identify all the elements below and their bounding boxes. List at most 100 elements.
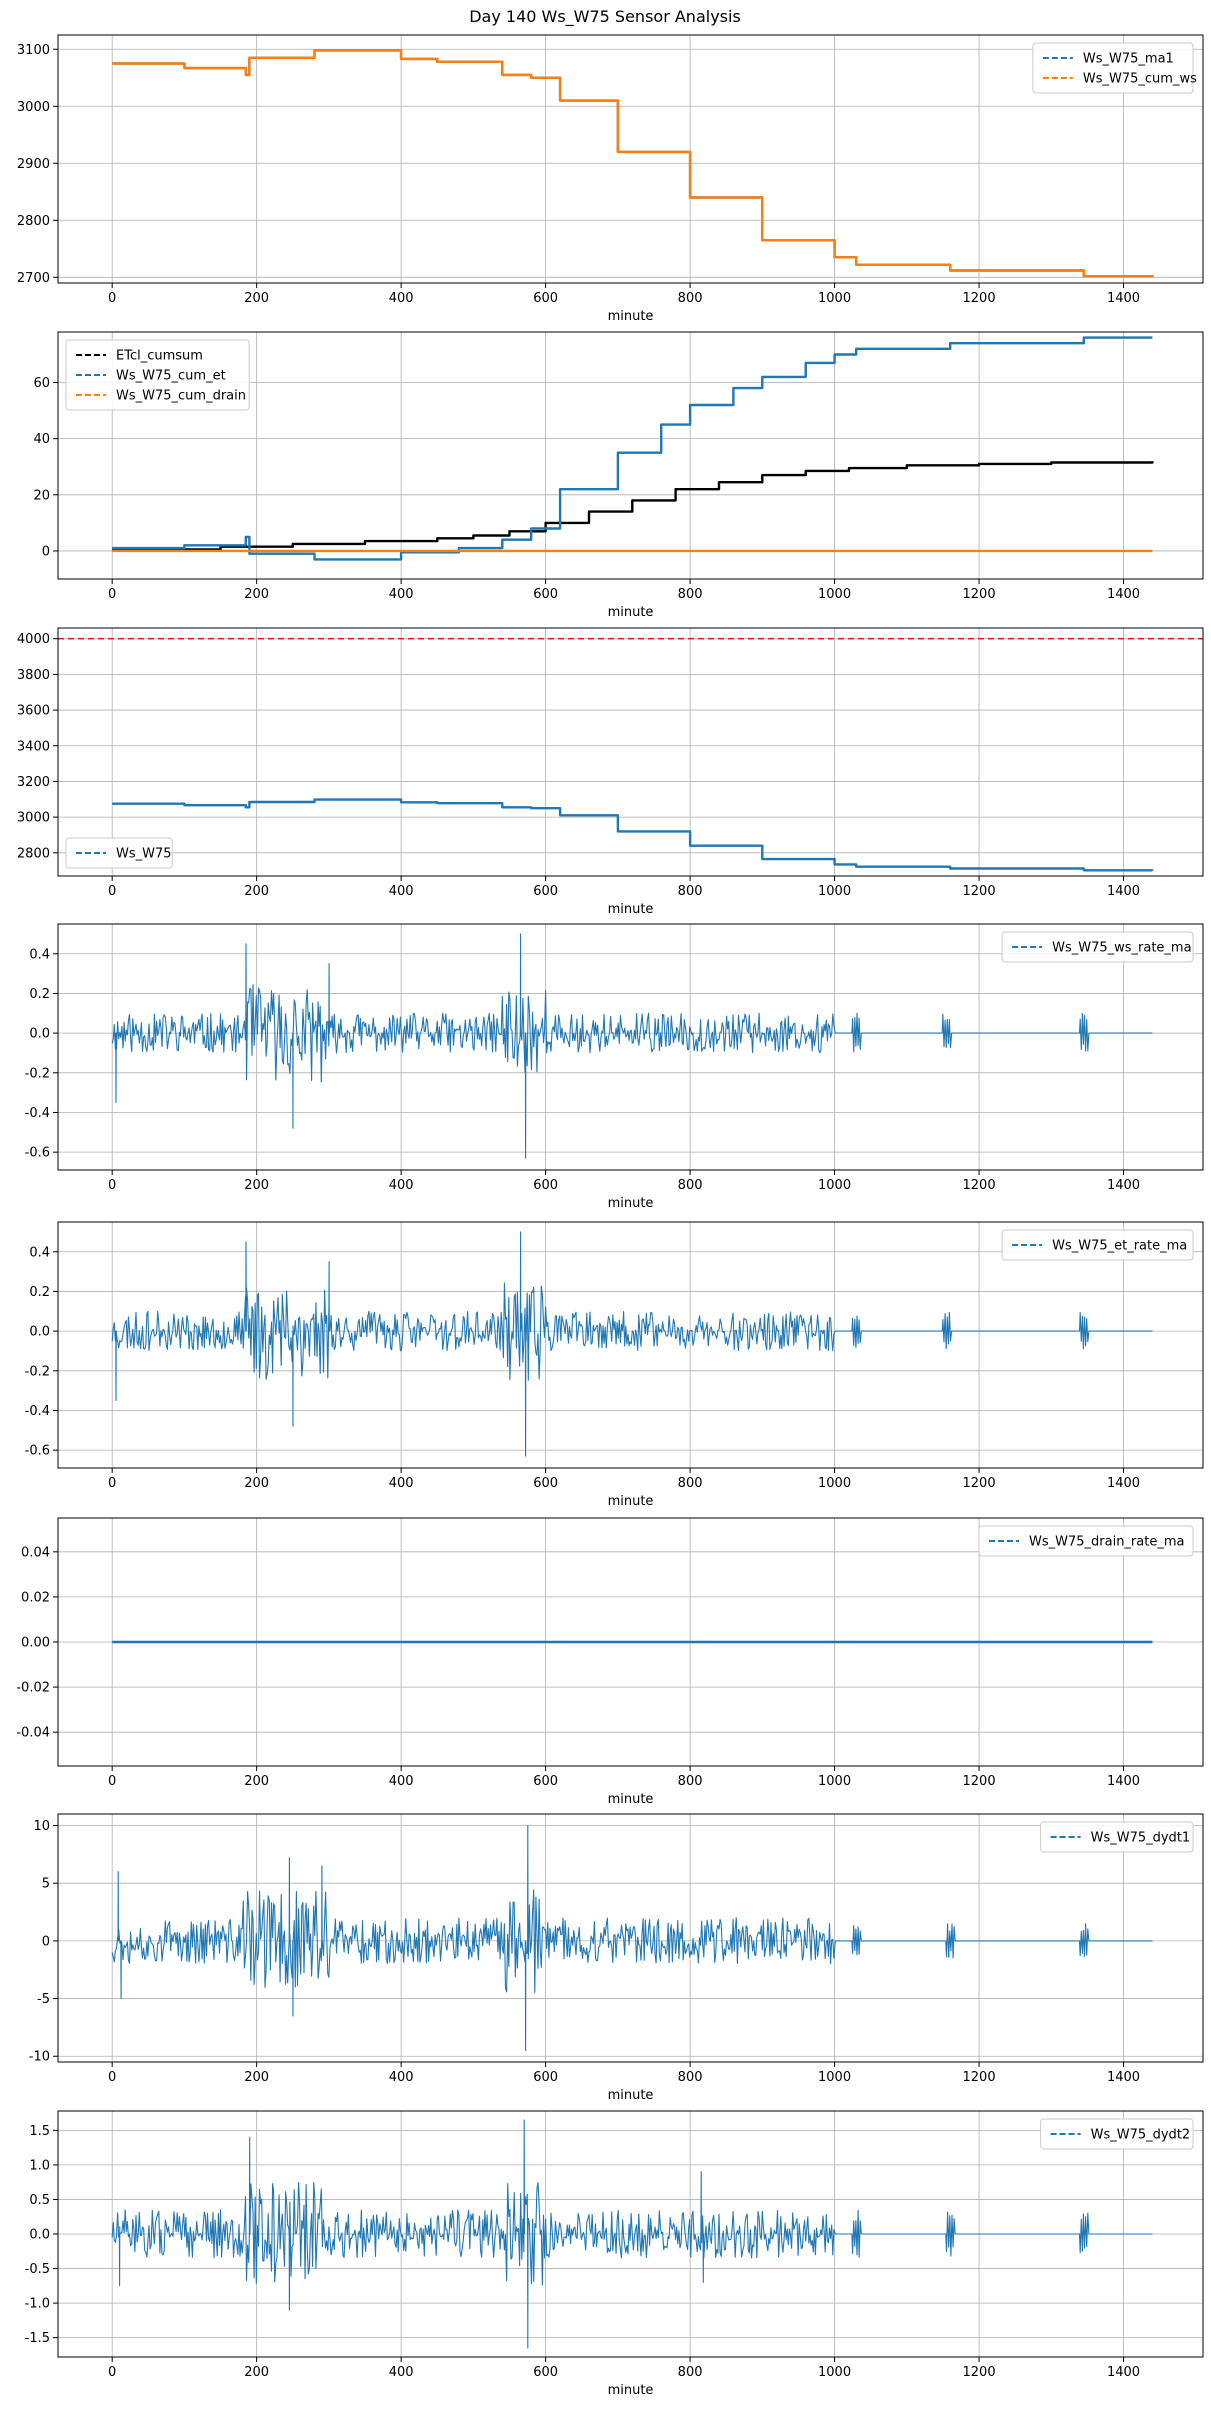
y-tick-label: 0.0 bbox=[29, 1325, 50, 1340]
x-tick-label: 0 bbox=[108, 587, 116, 602]
plot-area bbox=[58, 1814, 1203, 2062]
x-tick-label: 1200 bbox=[963, 1774, 996, 1789]
y-tick-label: -0.2 bbox=[25, 1364, 50, 1379]
legend-box bbox=[1001, 931, 1194, 963]
legend-label: Ws_W75_drain_rate_ma bbox=[1029, 1535, 1184, 1550]
x-tick-label: 1400 bbox=[1107, 2365, 1140, 2380]
figure-title: Day 140 Ws_W75 Sensor Analysis bbox=[469, 7, 741, 27]
panel-2: 0 200 400 600 800 1000 1200 1400 0 20 40 60 minute ET… bbox=[33, 331, 1204, 620]
legend-box bbox=[1032, 42, 1194, 94]
panel-3: 0 200 400 600 800 1000 1200 1400 2800 3000 3200 340… bbox=[17, 627, 1204, 917]
x-tick-label: 1000 bbox=[818, 2070, 851, 2085]
x-tick-label: 800 bbox=[678, 1178, 703, 1193]
y-tick-label: -1.5 bbox=[25, 2331, 50, 2346]
x-tick-label: 800 bbox=[678, 1476, 703, 1491]
legend-label: Ws_W75_dydt2 bbox=[1091, 2128, 1191, 2143]
legend-label: Ws_W75_cum_ws bbox=[1083, 72, 1197, 87]
x-tick-label: 1000 bbox=[818, 1178, 851, 1193]
x-tick-label: 1200 bbox=[963, 2070, 996, 2085]
series-group bbox=[112, 49, 1154, 278]
x-tick-label: 800 bbox=[678, 291, 703, 306]
x-tick-label: 1000 bbox=[818, 1774, 851, 1789]
x-tick-label: 400 bbox=[389, 291, 414, 306]
y-tick-label: 3100 bbox=[17, 43, 50, 58]
plot-frame bbox=[57, 923, 1204, 1171]
y-tick-label: -0.04 bbox=[16, 1726, 50, 1741]
series-group bbox=[111, 1824, 1153, 2052]
y-tick-label: 10 bbox=[33, 1819, 50, 1834]
y-tick-label: 0 bbox=[42, 1934, 50, 1949]
x-tick-label: 400 bbox=[389, 1178, 414, 1193]
y-tick-label: -0.5 bbox=[25, 2262, 50, 2277]
x-tick-label: 1400 bbox=[1107, 291, 1140, 306]
series-group bbox=[58, 637, 1203, 872]
plot-frame bbox=[57, 1517, 1204, 1767]
plot-frame bbox=[57, 34, 1204, 284]
y-tick-label: -0.2 bbox=[25, 1066, 50, 1081]
legend: Ws_W75_ma1 Ws_W75_cum_ws bbox=[1032, 42, 1197, 94]
legend: Ws_W75_et_rate_ma bbox=[1001, 1229, 1194, 1261]
legend: Ws_W75_ws_rate_ma bbox=[1001, 931, 1194, 963]
series-group bbox=[111, 933, 1153, 1159]
x-tick-label: 0 bbox=[108, 1476, 116, 1491]
y-tick-label: 0.2 bbox=[29, 987, 50, 1002]
x-tick-label: 0 bbox=[108, 1178, 116, 1193]
plot-frame bbox=[57, 627, 1204, 877]
y-tick-label: -10 bbox=[29, 2050, 50, 2065]
x-tick-label: 800 bbox=[678, 2365, 703, 2380]
series-line-Ws_W75_dydt1 bbox=[111, 1824, 1153, 2052]
y-tick-label: 3800 bbox=[17, 668, 50, 683]
plot-area bbox=[58, 35, 1203, 283]
legend-box bbox=[1040, 2118, 1194, 2150]
x-tick-label: 600 bbox=[533, 1178, 558, 1193]
x-tick-label: 1200 bbox=[963, 587, 996, 602]
x-tick-label: 400 bbox=[389, 2365, 414, 2380]
x-tick-label: 800 bbox=[678, 587, 703, 602]
y-tick-label: 3000 bbox=[17, 100, 50, 115]
plot-frame bbox=[57, 2110, 1204, 2358]
y-tick-label: -0.4 bbox=[25, 1404, 50, 1419]
series-line-ETcl_cumsum bbox=[112, 461, 1154, 551]
plot-frame bbox=[57, 331, 1204, 580]
x-tick-label: 0 bbox=[108, 2070, 116, 2085]
x-tick-label: 1000 bbox=[818, 1476, 851, 1491]
x-tick-label: 400 bbox=[389, 884, 414, 899]
plot-area bbox=[58, 1222, 1203, 1468]
x-axis-label: minute bbox=[608, 2383, 654, 2398]
legend-label: Ws_W75_dydt1 bbox=[1091, 1831, 1191, 1846]
plot-frame bbox=[57, 1221, 1204, 1469]
y-tick-label: 2900 bbox=[17, 157, 50, 172]
legend-label: Ws_W75_ws_rate_ma bbox=[1052, 941, 1191, 956]
series-line-Ws_W75_dydt2 bbox=[111, 2119, 1153, 2349]
x-axis-label: minute bbox=[608, 902, 654, 917]
y-tick-label: -5 bbox=[37, 1992, 50, 2007]
panel-5: 0 200 400 600 800 1000 1200 1400 -0.6 -0.4 -0.2 0.0… bbox=[25, 1221, 1204, 1509]
series-line-Ws_W75 bbox=[112, 798, 1154, 872]
y-tick-label: 0.4 bbox=[29, 1245, 50, 1260]
series-group bbox=[111, 1231, 1153, 1457]
series-line-Ws_W75_et_rate_ma bbox=[111, 1231, 1153, 1457]
legend-label: ETcl_cumsum bbox=[116, 349, 203, 364]
legend: Ws_W75_dydt2 bbox=[1040, 2118, 1194, 2150]
series-group bbox=[112, 336, 1154, 561]
y-tick-label: 40 bbox=[33, 432, 50, 447]
y-tick-label: -0.02 bbox=[16, 1681, 50, 1696]
y-tick-label: 2800 bbox=[17, 846, 50, 861]
x-tick-label: 200 bbox=[244, 1178, 269, 1193]
plot-area bbox=[58, 628, 1203, 876]
x-tick-label: 1400 bbox=[1107, 2070, 1140, 2085]
y-tick-label: 2800 bbox=[17, 214, 50, 229]
plot-area bbox=[58, 924, 1203, 1170]
legend-box bbox=[978, 1525, 1194, 1557]
series-line-Ws_W75_ws_rate_ma bbox=[111, 933, 1153, 1159]
panel-1: 0 200 400 600 800 1000 1200 1400 2700 2800 2900 300… bbox=[17, 34, 1204, 324]
x-tick-label: 400 bbox=[389, 2070, 414, 2085]
y-tick-label: 1.0 bbox=[29, 2158, 50, 2173]
y-tick-label: 0.02 bbox=[21, 1590, 50, 1605]
y-tick-label: 3000 bbox=[17, 811, 50, 826]
x-tick-label: 200 bbox=[244, 587, 269, 602]
legend: Ws_W75_dydt1 bbox=[1040, 1821, 1194, 1853]
legend-label: Ws_W75_cum_drain bbox=[116, 389, 246, 404]
x-tick-label: 400 bbox=[389, 1774, 414, 1789]
x-tick-label: 800 bbox=[678, 2070, 703, 2085]
